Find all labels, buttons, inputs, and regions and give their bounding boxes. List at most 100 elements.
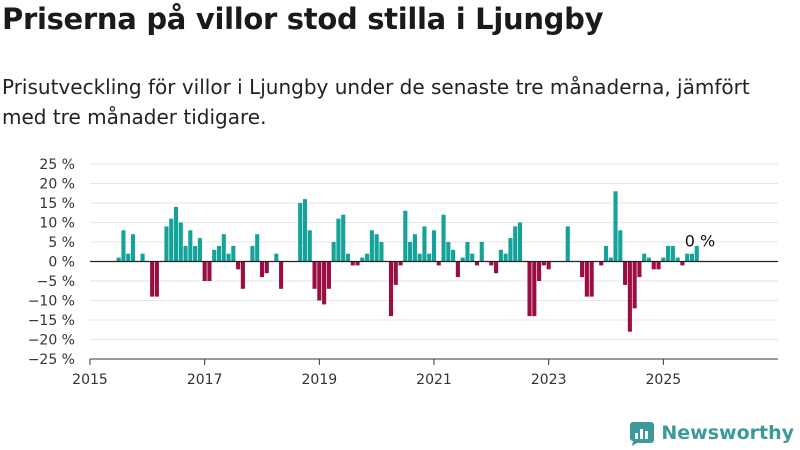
bar: [216, 245, 222, 262]
bar: [646, 257, 652, 262]
bar: [312, 261, 317, 289]
bar: [302, 199, 308, 262]
bar: [422, 226, 427, 262]
y-tick-label: −15 %: [28, 313, 75, 329]
bar: [259, 261, 265, 278]
bar: [431, 230, 437, 262]
bar: [613, 191, 618, 262]
y-tick-label: −20 %: [28, 333, 75, 349]
bar: [279, 261, 284, 289]
y-tick-label: 0 %: [48, 255, 75, 271]
y-tick-label: 15 %: [39, 196, 75, 212]
bar: [532, 261, 537, 317]
bar: [331, 242, 336, 262]
bar: [694, 245, 699, 262]
bar: [417, 253, 422, 262]
bar: [250, 245, 255, 262]
bar: [508, 238, 513, 262]
bar: [584, 261, 589, 297]
bar: [374, 234, 379, 262]
x-tick-label: 2017: [187, 372, 223, 388]
newsworthy-logo-icon: [630, 422, 655, 446]
bar: [632, 261, 637, 309]
bar: [455, 261, 460, 278]
bar: [317, 261, 322, 301]
bar: [623, 261, 628, 285]
y-tick-label: 20 %: [39, 177, 75, 193]
bar: [322, 261, 327, 305]
bar: [689, 253, 695, 262]
bar: [379, 242, 384, 262]
bar: [236, 261, 241, 270]
newsworthy-logo-text: Newsworthy: [661, 422, 794, 444]
bar: [298, 203, 303, 262]
bar: [608, 257, 613, 262]
bar: [618, 230, 623, 262]
bar: [393, 261, 398, 285]
chart-title: Priserna på villor stod stilla i Ljungby: [2, 2, 604, 36]
bar: [307, 230, 312, 262]
last-value-annotation: 0 %: [685, 232, 715, 251]
bar: [154, 261, 159, 297]
bar: [240, 261, 245, 289]
bar: [666, 245, 671, 262]
bar: [642, 253, 647, 262]
bar: [580, 261, 585, 278]
bar: [565, 226, 570, 262]
bar: [130, 234, 136, 262]
bar: [541, 261, 546, 266]
x-axis: 2015 2017 2019 2021 2023 2025: [72, 359, 681, 388]
bar: [360, 257, 365, 262]
x-tick-label: 2019: [302, 372, 338, 388]
x-tick-label: 2025: [646, 372, 682, 388]
bar: [603, 245, 609, 262]
bar: [231, 245, 236, 262]
bar: [513, 226, 518, 262]
bar: [537, 261, 542, 281]
bar: [173, 206, 179, 262]
bar: [178, 222, 183, 262]
bar: [465, 242, 470, 262]
bar: [336, 218, 341, 262]
bar: [408, 242, 413, 262]
bar: [656, 261, 661, 270]
bar: [589, 261, 594, 297]
y-tick-label: 10 %: [39, 216, 75, 232]
x-tick-label: 2021: [416, 372, 452, 388]
bar: [350, 261, 355, 266]
bar: [427, 253, 432, 262]
bar: [169, 218, 174, 262]
y-tick-label: 25 %: [39, 157, 75, 173]
bar: [517, 222, 523, 262]
bar: [355, 261, 360, 266]
bar: [326, 261, 331, 289]
newsworthy-logo: Newsworthy: [629, 420, 794, 446]
x-tick-label: 2023: [531, 372, 567, 388]
bar: [188, 230, 193, 262]
bar: [398, 261, 403, 266]
bar: [470, 253, 475, 262]
bar: [498, 249, 503, 262]
chart-subtitle: Prisutveckling för villor i Ljungby unde…: [2, 75, 750, 129]
bar: [212, 249, 217, 262]
y-tick-label: −5 %: [37, 274, 75, 290]
bar: [675, 257, 680, 262]
bar: [264, 261, 269, 274]
bar: [116, 257, 121, 262]
bar: [255, 234, 260, 262]
bar: [474, 261, 480, 266]
bar: [365, 253, 370, 262]
bar: [388, 261, 394, 317]
bar: [226, 253, 231, 262]
y-tick-label: −25 %: [28, 352, 75, 368]
bar: [202, 261, 207, 281]
bar: [140, 253, 145, 262]
y-axis: 25 % 20 % 15 % 10 % 5 % 0 % −5 % −10 % −15 % −20 …: [28, 157, 75, 368]
bar: [274, 253, 279, 262]
bar: [207, 261, 212, 281]
bar: [345, 253, 351, 262]
bar: [651, 261, 656, 270]
bar: [183, 245, 188, 262]
bars: [116, 191, 699, 332]
